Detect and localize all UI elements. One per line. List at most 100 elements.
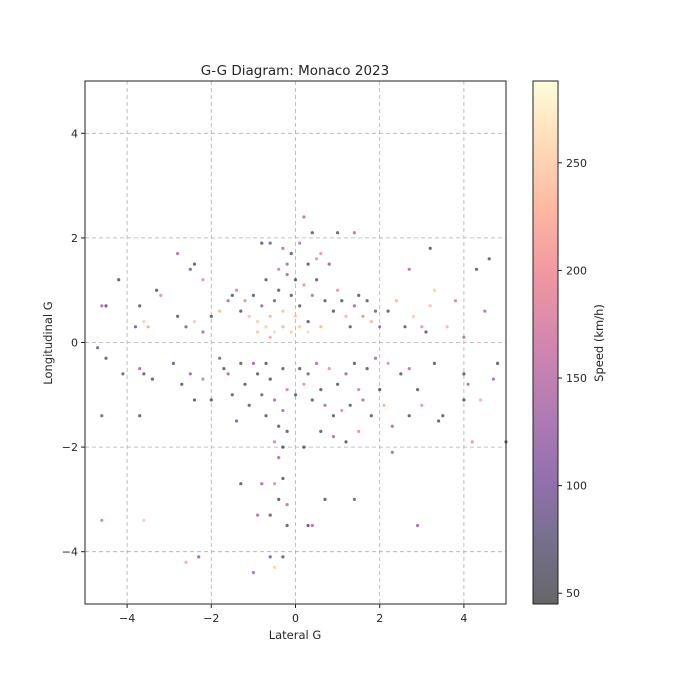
scatter-points — [96, 215, 508, 575]
data-point-134 — [378, 388, 382, 392]
data-point-145 — [369, 414, 373, 418]
x-tick-label: −4 — [119, 612, 135, 625]
data-point-191 — [474, 267, 479, 271]
data-point-40 — [218, 356, 222, 360]
y-tick-label: −2 — [62, 441, 78, 454]
data-point-23 — [192, 320, 197, 324]
data-point-173 — [268, 555, 272, 559]
data-point-133 — [373, 356, 378, 360]
data-point-9 — [96, 346, 100, 350]
data-point-106 — [348, 325, 352, 329]
y-tick-label: 4 — [71, 127, 78, 140]
data-point-156 — [323, 497, 327, 501]
data-point-91 — [281, 246, 285, 250]
data-point-58 — [243, 299, 247, 303]
data-point-126 — [319, 388, 323, 392]
data-point-127 — [327, 367, 331, 371]
data-point-59 — [247, 314, 251, 318]
colorbar: 50 100 150 200 250 Speed (km/h) — [532, 80, 606, 605]
data-point-111 — [369, 320, 373, 324]
data-point-172 — [285, 523, 289, 528]
data-point-95 — [310, 231, 314, 235]
data-point-113 — [378, 325, 382, 329]
data-point-164 — [281, 476, 285, 481]
x-tick-label: 0 — [292, 612, 299, 625]
data-point-186 — [462, 372, 466, 376]
data-point-37 — [192, 398, 197, 402]
data-point-159 — [310, 523, 314, 528]
data-point-44 — [235, 419, 239, 423]
data-point-68 — [285, 272, 289, 277]
data-point-103 — [293, 278, 298, 282]
data-point-99 — [306, 262, 310, 266]
data-point-12 — [138, 367, 142, 371]
data-point-136 — [399, 372, 403, 376]
y-tick-label: 0 — [71, 337, 78, 350]
data-point-157 — [352, 497, 356, 501]
data-point-107 — [352, 304, 356, 308]
data-point-110 — [365, 299, 369, 303]
data-point-65 — [272, 299, 277, 303]
data-point-132 — [365, 367, 369, 371]
data-point-0 — [100, 304, 104, 308]
data-point-54 — [277, 424, 281, 428]
data-point-100 — [315, 257, 319, 261]
data-point-139 — [310, 398, 314, 402]
data-point-21 — [176, 314, 180, 318]
data-point-89 — [260, 241, 264, 245]
data-point-180 — [264, 414, 268, 418]
data-point-47 — [247, 403, 251, 407]
data-point-75 — [315, 278, 319, 282]
data-point-90 — [268, 241, 272, 245]
data-point-61 — [256, 320, 260, 324]
data-point-163 — [277, 456, 281, 460]
data-point-81 — [256, 330, 260, 334]
data-point-116 — [403, 325, 407, 329]
colorbar-tick-label: 150 — [566, 372, 587, 385]
data-point-28 — [230, 293, 234, 297]
data-point-51 — [264, 361, 268, 365]
data-point-166 — [277, 497, 281, 501]
data-point-60 — [251, 293, 255, 297]
data-point-86 — [298, 325, 302, 329]
data-point-129 — [344, 372, 348, 376]
data-point-153 — [344, 440, 348, 444]
data-point-31 — [192, 262, 197, 266]
colorbar-tick-label: 200 — [566, 264, 587, 277]
data-point-67 — [281, 309, 285, 313]
grid-lines — [85, 81, 506, 604]
y-axis-label: Longitudinal G — [41, 301, 55, 384]
data-point-178 — [285, 429, 289, 433]
data-point-152 — [331, 435, 335, 439]
data-point-39 — [209, 398, 213, 402]
data-point-42 — [226, 372, 230, 376]
data-point-19 — [184, 560, 188, 564]
data-point-84 — [281, 325, 285, 329]
data-point-98 — [352, 231, 356, 235]
x-axis-ticks: −4 −2 0 2 4 — [119, 604, 467, 625]
data-point-46 — [243, 382, 247, 386]
data-point-96 — [319, 252, 323, 256]
data-point-169 — [260, 482, 264, 486]
colorbar-frame — [532, 80, 559, 605]
y-axis-ticks: −4 −2 0 2 4 — [62, 127, 85, 559]
data-point-121 — [407, 267, 411, 271]
data-point-197 — [462, 335, 466, 339]
data-point-64 — [268, 314, 272, 318]
data-point-102 — [277, 267, 281, 271]
data-point-83 — [272, 330, 277, 334]
data-point-74 — [310, 293, 314, 297]
data-point-124 — [306, 372, 310, 376]
data-point-30 — [176, 252, 180, 256]
data-point-69 — [289, 293, 293, 297]
data-point-26 — [218, 309, 222, 313]
data-point-142 — [340, 408, 344, 413]
data-point-33 — [188, 267, 192, 271]
data-point-6 — [146, 325, 150, 329]
data-point-32 — [201, 278, 205, 282]
data-point-85 — [289, 330, 293, 334]
data-point-148 — [407, 414, 411, 418]
data-point-93 — [298, 241, 302, 245]
data-point-114 — [386, 309, 390, 313]
